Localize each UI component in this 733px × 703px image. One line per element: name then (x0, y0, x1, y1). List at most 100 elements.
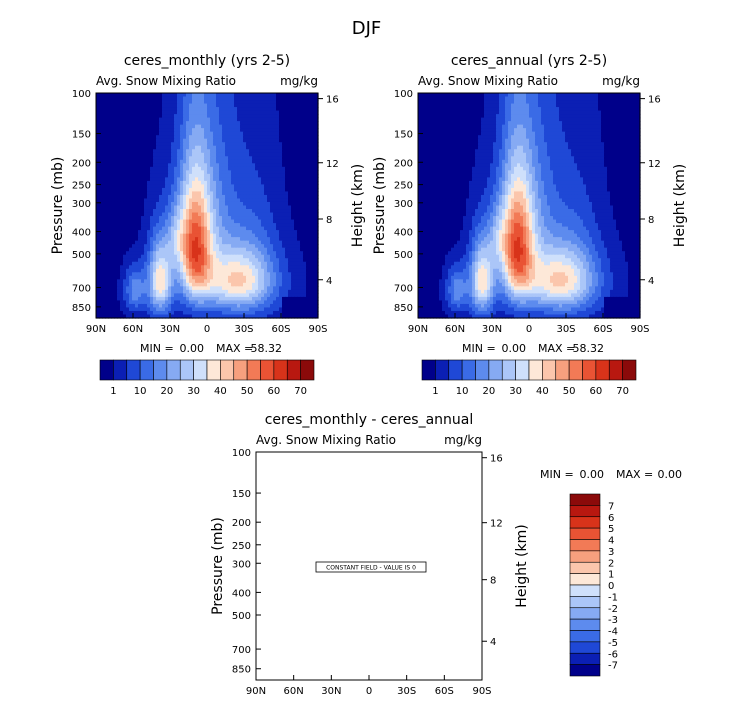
contour-cell (183, 180, 187, 186)
contour-cell (177, 110, 181, 115)
contour-cell (102, 124, 106, 129)
contour-cell (159, 145, 163, 150)
contour-cell (216, 128, 220, 133)
contour-cell (213, 121, 217, 126)
contour-cell (273, 138, 277, 143)
contour-cell (273, 177, 277, 182)
contour-cell (147, 145, 151, 150)
contour-cell (228, 100, 232, 105)
contour-cell (300, 117, 304, 122)
contour-cell (294, 184, 298, 189)
contour-cell (255, 93, 259, 98)
contour-cell (222, 138, 226, 143)
contour-cell (198, 149, 202, 154)
contour-cell (246, 187, 250, 193)
contour-cell (147, 96, 151, 101)
contour-cell (147, 142, 151, 147)
contour-cell (270, 163, 274, 168)
contour-cell (198, 187, 202, 193)
contour-cell (246, 163, 250, 168)
contour-cell (216, 107, 220, 112)
contour-cell (150, 103, 154, 108)
contour-cell (237, 142, 241, 147)
contour-cell (282, 166, 286, 171)
contour-cell (117, 159, 121, 164)
contour-cell (156, 96, 160, 101)
contour-cell (237, 131, 241, 136)
contour-cell (312, 93, 316, 98)
contour-cell (102, 107, 106, 112)
contour-cell (162, 187, 166, 193)
contour-cell (234, 159, 238, 164)
contour-cell (273, 191, 277, 196)
contour-cell (243, 121, 247, 126)
contour-cell (108, 198, 112, 203)
contour-cell (144, 138, 148, 143)
contour-cell (213, 93, 217, 98)
contour-cell (186, 184, 190, 189)
contour-cell (126, 170, 130, 175)
contour-cell (123, 93, 127, 98)
contour-cell (228, 121, 232, 126)
contour-cell (210, 110, 214, 115)
contour-cell (270, 173, 274, 178)
contour-cell (315, 184, 319, 189)
contour-cell (198, 173, 202, 178)
contour-cell (111, 128, 115, 133)
contour-cell (198, 124, 202, 129)
contour-cell (297, 173, 301, 178)
contour-cell (111, 110, 115, 115)
contour-cell (249, 159, 253, 164)
contour-cell (105, 198, 109, 203)
contour-cell (111, 107, 115, 112)
contour-cell (129, 159, 133, 164)
contour-cell (156, 110, 160, 115)
contour-cell (312, 180, 316, 186)
contour-cell (225, 180, 229, 186)
contour-cell (150, 100, 154, 105)
contour-cell (102, 166, 106, 171)
contour-cell (216, 163, 220, 168)
contour-cell (246, 149, 250, 154)
contour-cell (123, 159, 127, 164)
contour-cell (225, 191, 229, 196)
contour-cell (120, 124, 124, 129)
contour-cell (99, 124, 103, 129)
contour-cell (111, 100, 115, 105)
contour-cell (186, 121, 190, 126)
contour-cell (294, 124, 298, 129)
contour-cell (246, 145, 250, 150)
contour-cell (249, 107, 253, 112)
contour-cell (156, 142, 160, 147)
contour-cell (129, 103, 133, 108)
contour-cell (210, 149, 214, 154)
contour-cell (246, 128, 250, 133)
contour-cell (156, 152, 160, 157)
contour-cell (216, 103, 220, 108)
contour-cell (120, 159, 124, 164)
contour-cell (165, 135, 169, 140)
contour-cell (117, 124, 121, 129)
contour-cell (204, 131, 208, 136)
contour-cell (201, 145, 205, 150)
contour-cell (219, 110, 223, 115)
contour-cell (135, 124, 139, 129)
contour-cell (291, 131, 295, 136)
contour-cell (258, 173, 262, 178)
contour-cell (252, 93, 256, 98)
contour-cell (174, 117, 178, 122)
contour-cell (219, 135, 223, 140)
contour-cell (276, 177, 280, 182)
contour-cell (201, 100, 205, 105)
contour-cell (168, 124, 172, 129)
contour-cell (204, 107, 208, 112)
contour-cell (177, 198, 181, 203)
contour-cell (171, 93, 175, 98)
contour-cell (306, 180, 310, 186)
contour-cell (201, 166, 205, 171)
contour-cell (303, 138, 307, 143)
contour-cell (306, 96, 310, 101)
contour-cell (165, 117, 169, 122)
contour-cell (312, 103, 316, 108)
contour-cell (282, 145, 286, 150)
